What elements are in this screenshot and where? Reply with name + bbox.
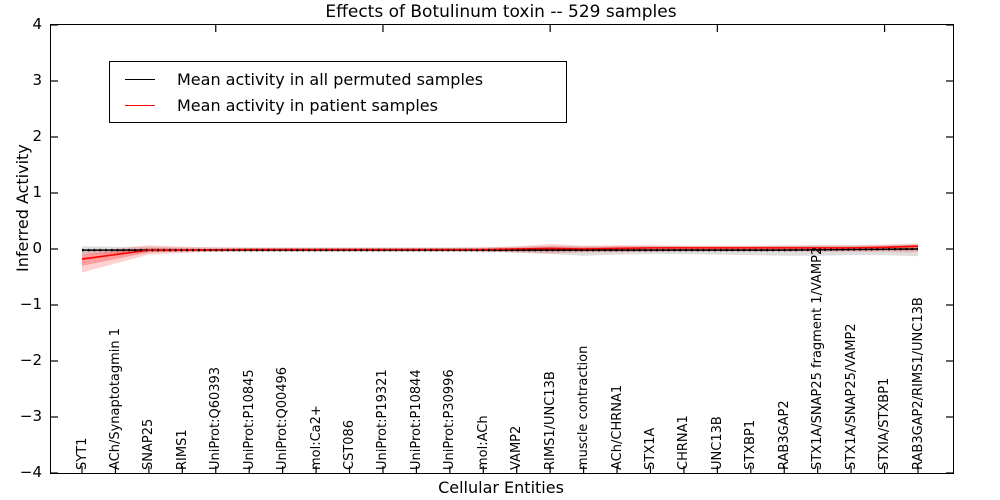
x-category-label: UniProt:P30996 xyxy=(442,369,458,470)
x-category-label: UniProt:P10844 xyxy=(408,369,424,470)
x-category-label: STX1A/SNAP25/VAMP2 xyxy=(843,323,859,470)
x-category-label: CST086 xyxy=(342,419,358,470)
x-category-label: ACh/Synaptotagmin 1 xyxy=(107,327,123,470)
x-category-label: STXBP1 xyxy=(743,419,759,470)
x-category-label: STX1A xyxy=(642,427,658,470)
x-category-label: UniProt:Q00496 xyxy=(275,366,291,470)
plot-canvas xyxy=(51,25,953,473)
y-tick-label: −2 xyxy=(19,351,42,369)
x-category-label: VAMP2 xyxy=(509,425,525,470)
x-category-label: mol:ACh xyxy=(475,415,491,470)
x-category-label: SNAP25 xyxy=(141,418,157,470)
series-line xyxy=(82,247,919,252)
y-tick-label: 1 xyxy=(32,183,42,201)
x-category-label: UniProt:Q60393 xyxy=(208,366,224,470)
x-category-label: RIMS1 xyxy=(174,429,190,470)
x-category-label: STXIA/STXBP1 xyxy=(877,377,893,470)
x-category-label: muscle contraction xyxy=(576,345,592,470)
plot-area: SYT1 ACh/Synaptotagmin 1 SNAP25 RIMS1 UniPro… xyxy=(13,24,954,474)
x-category-label: SYT1 xyxy=(74,437,90,470)
legend: Mean activity in all permuted samples Me… xyxy=(109,61,567,123)
y-tick-label: −3 xyxy=(19,407,42,425)
chart-title: Effects of Botulinum toxin -- 529 sample… xyxy=(325,2,677,22)
y-tick-label: 0 xyxy=(32,239,42,257)
x-category-label: CHRNA1 xyxy=(676,415,692,470)
x-category-label: mol:Ca2+ xyxy=(308,405,324,470)
y-tick-label: 2 xyxy=(32,127,42,145)
legend-entry-patient: Mean activity in patient samples xyxy=(110,92,566,118)
legend-entry-permuted: Mean activity in all permuted samples xyxy=(110,66,566,92)
x-category-label: RAB3GAP2/RIMS1/UNC13B xyxy=(910,297,926,470)
x-axis-label: Cellular Entities xyxy=(438,478,564,497)
legend-label: Mean activity in patient samples xyxy=(177,95,438,115)
legend-label: Mean activity in all permuted samples xyxy=(177,69,484,89)
x-category-label: RIMS1/UNC13B xyxy=(542,371,558,470)
x-category-label: STX1A/SNAP25 fragment 1/VAMP2 xyxy=(810,246,826,470)
y-tick-label: −1 xyxy=(19,295,42,313)
x-category-label: RAB3GAP2 xyxy=(776,400,792,470)
x-category-label: UniProt:P10845 xyxy=(241,369,257,470)
legend-line-black-icon xyxy=(125,78,155,80)
y-tick-label: 4 xyxy=(32,15,42,33)
y-tick-label: −4 xyxy=(19,463,42,481)
legend-line-red-icon xyxy=(125,104,155,106)
x-category-label: UniProt:P19321 xyxy=(375,369,391,470)
x-category-label: ACh/CHRNA1 xyxy=(609,384,625,470)
x-category-label: UNC13B xyxy=(709,416,725,470)
y-tick-label: 3 xyxy=(32,71,42,89)
